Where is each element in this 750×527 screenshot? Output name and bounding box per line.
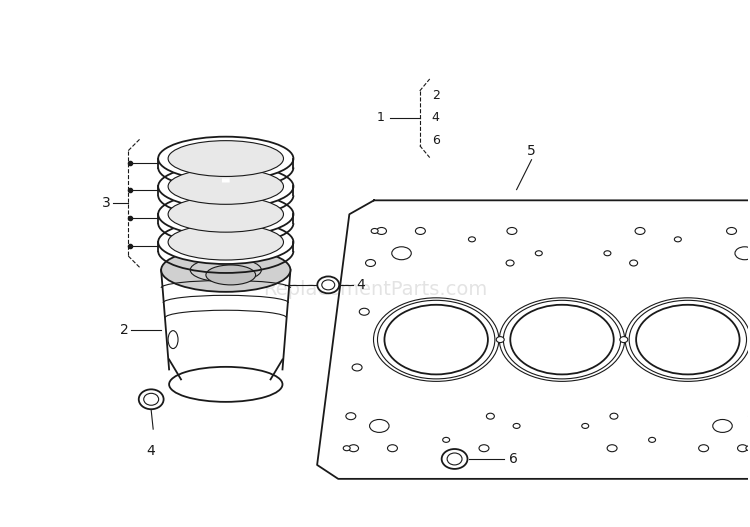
Ellipse shape [359, 308, 369, 315]
Ellipse shape [442, 449, 467, 469]
Ellipse shape [636, 305, 740, 374]
Ellipse shape [608, 445, 617, 452]
Ellipse shape [469, 237, 476, 242]
Ellipse shape [487, 413, 494, 419]
Ellipse shape [346, 413, 355, 419]
Ellipse shape [168, 224, 284, 260]
Text: 6: 6 [509, 452, 518, 466]
Text: 4: 4 [432, 111, 439, 124]
Ellipse shape [712, 419, 732, 433]
Text: 4: 4 [356, 278, 364, 292]
Ellipse shape [604, 251, 611, 256]
Ellipse shape [158, 136, 293, 180]
Text: 4: 4 [147, 444, 155, 458]
Ellipse shape [392, 247, 411, 260]
Ellipse shape [385, 305, 488, 374]
Ellipse shape [388, 445, 398, 452]
Ellipse shape [158, 192, 293, 236]
Text: 3: 3 [102, 197, 110, 210]
Ellipse shape [699, 445, 709, 452]
Ellipse shape [168, 197, 284, 232]
Ellipse shape [727, 228, 736, 235]
Ellipse shape [635, 228, 645, 235]
Ellipse shape [496, 337, 504, 343]
Ellipse shape [649, 437, 656, 442]
Ellipse shape [370, 419, 389, 433]
Ellipse shape [169, 367, 283, 402]
Ellipse shape [447, 453, 462, 465]
Ellipse shape [630, 260, 638, 266]
Ellipse shape [168, 141, 284, 177]
Ellipse shape [507, 228, 517, 235]
Ellipse shape [737, 445, 748, 452]
Ellipse shape [365, 259, 376, 267]
Text: 6: 6 [432, 134, 439, 147]
Ellipse shape [735, 247, 750, 260]
Ellipse shape [168, 330, 178, 348]
Ellipse shape [376, 228, 386, 235]
Ellipse shape [746, 446, 750, 451]
Ellipse shape [168, 169, 284, 204]
Ellipse shape [442, 437, 450, 442]
Text: 1: 1 [377, 111, 385, 124]
Ellipse shape [506, 260, 514, 266]
Ellipse shape [161, 248, 290, 292]
Ellipse shape [416, 228, 425, 235]
Ellipse shape [610, 413, 618, 419]
Ellipse shape [371, 229, 378, 233]
Ellipse shape [513, 424, 520, 428]
Text: ReplacementParts.com: ReplacementParts.com [262, 280, 487, 299]
Ellipse shape [317, 277, 339, 294]
Ellipse shape [620, 337, 628, 343]
Text: 5: 5 [527, 144, 536, 158]
Ellipse shape [352, 364, 362, 371]
Ellipse shape [748, 413, 750, 419]
Text: 2: 2 [432, 90, 439, 102]
Ellipse shape [206, 265, 256, 285]
Ellipse shape [139, 389, 164, 409]
Text: 2: 2 [119, 323, 128, 337]
Ellipse shape [158, 220, 293, 264]
Ellipse shape [144, 393, 159, 405]
Ellipse shape [344, 446, 350, 451]
Ellipse shape [479, 445, 489, 452]
Ellipse shape [582, 424, 589, 428]
Ellipse shape [158, 164, 293, 208]
Ellipse shape [322, 280, 334, 290]
Ellipse shape [349, 445, 358, 452]
Ellipse shape [536, 251, 542, 256]
Ellipse shape [674, 237, 681, 242]
Ellipse shape [510, 305, 614, 374]
